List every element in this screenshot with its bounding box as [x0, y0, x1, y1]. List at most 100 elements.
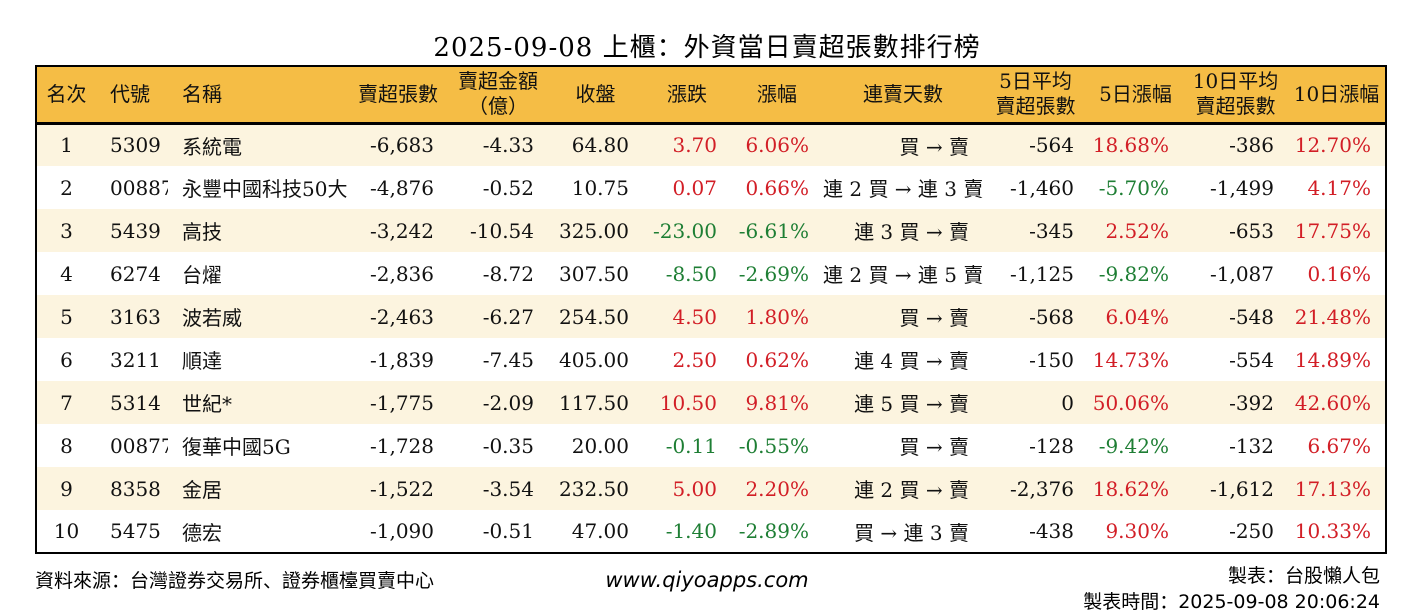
column-header: 10日平均 賣超張數: [1183, 66, 1288, 125]
table-cell: -7.45: [448, 338, 548, 381]
table-cell: -0.35: [448, 424, 548, 467]
table-cell: 連 2 買 → 連 3 賣: [823, 166, 983, 209]
table-cell: 台燿: [168, 252, 348, 295]
column-header: 收盤: [548, 66, 643, 125]
table-cell: -1.40: [643, 510, 731, 553]
table-cell: 10.75: [548, 166, 643, 209]
column-header: 漲跌: [643, 66, 731, 125]
table-cell: 4.17%: [1288, 166, 1386, 209]
table-cell: 買 → 連 3 賣: [823, 510, 983, 553]
table-cell: 405.00: [548, 338, 643, 381]
table-cell: 10.33%: [1288, 510, 1386, 553]
column-header: 賣超張數: [348, 66, 448, 125]
column-header: 5日平均 賣超張數: [983, 66, 1088, 125]
table-cell: -0.52: [448, 166, 548, 209]
table-made-timestamp: 製表時間：2025-09-08 20:06:24: [1083, 591, 1380, 612]
table-cell: -150: [983, 338, 1088, 381]
table-cell: 1: [36, 123, 96, 166]
table-cell: 4.50: [643, 295, 731, 338]
table-cell: 連 4 買 → 賣: [823, 338, 983, 381]
table-cell: -4,876: [348, 166, 448, 209]
table-cell: 5.00: [643, 467, 731, 510]
table-cell: 連 2 買 → 賣: [823, 467, 983, 510]
table-cell: 2.52%: [1088, 209, 1183, 252]
table-cell: -3.54: [448, 467, 548, 510]
table-cell: 00877: [96, 424, 168, 467]
column-header: 連賣天數: [823, 66, 983, 125]
page-title: 2025-09-08 上櫃：外資當日賣超張數排行榜: [433, 33, 981, 63]
table-cell: -9.82%: [1088, 252, 1183, 295]
table-cell: 5: [36, 295, 96, 338]
table-cell: 64.80: [548, 123, 643, 166]
table-cell: 00887: [96, 166, 168, 209]
table-cell: 20.00: [548, 424, 643, 467]
table-cell: 117.50: [548, 381, 643, 424]
table-cell: 5475: [96, 510, 168, 553]
table-cell: 買 → 賣: [823, 424, 983, 467]
table-cell: -132: [1183, 424, 1288, 467]
table-cell: -6.61%: [731, 209, 823, 252]
table-cell: -128: [983, 424, 1088, 467]
table-cell: 5309: [96, 123, 168, 166]
table-cell: 2: [36, 166, 96, 209]
table-cell: 世紀*: [168, 381, 348, 424]
table-cell: 德宏: [168, 510, 348, 553]
table-cell: 18.68%: [1088, 123, 1183, 166]
table-cell: 永豐中國科技50大: [168, 166, 348, 209]
table-row: 9 8358 金居 -1,522 -3.54 232.50 5.00 2.20% 連 2 買 →…: [36, 467, 1386, 510]
table-cell: 10.50: [643, 381, 731, 424]
column-header: 漲幅: [731, 66, 823, 125]
table-cell: 18.62%: [1088, 467, 1183, 510]
table-cell: 14.73%: [1088, 338, 1183, 381]
table-cell: 307.50: [548, 252, 643, 295]
table-cell: 5314: [96, 381, 168, 424]
table-cell: -1,499: [1183, 166, 1288, 209]
table-cell: -3,242: [348, 209, 448, 252]
table-cell: 12.70%: [1288, 123, 1386, 166]
table-cell: -564: [983, 123, 1088, 166]
table-cell: -2,463: [348, 295, 448, 338]
table-cell: 5439: [96, 209, 168, 252]
table-cell: -653: [1183, 209, 1288, 252]
table-cell: 10: [36, 510, 96, 553]
table-cell: -1,775: [348, 381, 448, 424]
table-cell: 連 3 買 → 賣: [823, 209, 983, 252]
table-row: 8 00877 復華中國5G -1,728 -0.35 20.00 -0.11 -0.55% 買…: [36, 424, 1386, 467]
table-cell: 6.67%: [1288, 424, 1386, 467]
table-cell: -250: [1183, 510, 1288, 553]
table-cell: -2.89%: [731, 510, 823, 553]
table-cell: 高技: [168, 209, 348, 252]
table-cell: -8.50: [643, 252, 731, 295]
table-cell: 3.70: [643, 123, 731, 166]
table-body: 1 5309 系統電 -6,683 -4.33 64.80 3.70 6.06% 買 → 賣 -5…: [36, 123, 1386, 553]
table-cell: 9: [36, 467, 96, 510]
table-cell: 6.04%: [1088, 295, 1183, 338]
column-header: 名次: [36, 66, 96, 125]
table-cell: -0.51: [448, 510, 548, 553]
table-cell: 0: [983, 381, 1088, 424]
table-cell: -2.69%: [731, 252, 823, 295]
table-header: 名次 代號 名稱 賣超張數 賣超金額 （億） 收盤 漲跌 漲幅 連賣天數 5日平均 賣超張數 5日漲…: [36, 66, 1386, 125]
table-cell: 17.13%: [1288, 467, 1386, 510]
table-cell: 6.06%: [731, 123, 823, 166]
table-cell: -1,522: [348, 467, 448, 510]
table-cell: 47.00: [548, 510, 643, 553]
table-cell: 0.62%: [731, 338, 823, 381]
table-cell: 順達: [168, 338, 348, 381]
table-maker-credit: 製表：台股懶人包: [1227, 565, 1380, 587]
table-cell: -1,090: [348, 510, 448, 553]
table-cell: 232.50: [548, 467, 643, 510]
table-row: 10 5475 德宏 -1,090 -0.51 47.00 -1.40 -2.89% 買 → 連…: [36, 510, 1386, 553]
table-cell: -345: [983, 209, 1088, 252]
column-header: 5日漲幅: [1088, 66, 1183, 125]
table-cell: -5.70%: [1088, 166, 1183, 209]
table-cell: 3211: [96, 338, 168, 381]
table-cell: 8: [36, 424, 96, 467]
table-cell: -8.72: [448, 252, 548, 295]
table-cell: 8358: [96, 467, 168, 510]
table-cell: 4: [36, 252, 96, 295]
table-cell: 325.00: [548, 209, 643, 252]
table-row: 7 5314 世紀* -1,775 -2.09 117.50 10.50 9.81% 連 5 買…: [36, 381, 1386, 424]
table-cell: -4.33: [448, 123, 548, 166]
